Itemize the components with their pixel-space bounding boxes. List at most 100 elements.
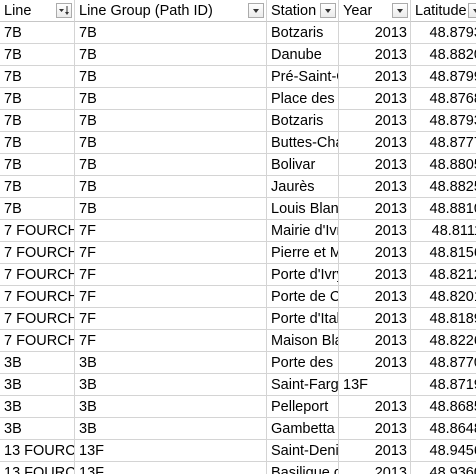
column-header-station[interactable]: Station [267, 0, 339, 22]
cell-station[interactable]: Danube [267, 44, 339, 66]
cell-line[interactable]: 7B [0, 176, 75, 198]
cell-line[interactable]: 7B [0, 198, 75, 220]
cell-latitude[interactable]: 48.87934 [411, 22, 476, 44]
cell-line-group[interactable]: 13F [75, 462, 267, 474]
cell-station[interactable]: Porte de Choisy [267, 286, 339, 308]
cell-line[interactable]: 3B [0, 352, 75, 374]
cell-line-group[interactable]: 7F [75, 220, 267, 242]
cell-year[interactable]: 2013 [339, 462, 411, 474]
cell-latitude[interactable]: 48.81118 [411, 220, 476, 242]
cell-year[interactable]: 2013 [339, 198, 411, 220]
cell-latitude[interactable]: 48.81568 [411, 242, 476, 264]
cell-line-group[interactable]: 7B [75, 88, 267, 110]
cell-latitude[interactable]: 48.87682 [411, 88, 476, 110]
cell-line[interactable]: 7 FOURCHE [0, 264, 75, 286]
cell-year[interactable]: 2013 [339, 132, 411, 154]
cell-latitude[interactable]: 48.87707 [411, 352, 476, 374]
cell-latitude[interactable]: 48.88103 [411, 198, 476, 220]
column-header-latitude[interactable]: Latitude [411, 0, 476, 22]
cell-line[interactable]: 7 FOURCHE [0, 308, 75, 330]
cell-year[interactable]: 2013 [339, 66, 411, 88]
cell-year[interactable]: 2013 [339, 308, 411, 330]
cell-year[interactable]: 2013 [339, 286, 411, 308]
cell-latitude[interactable]: 48.86852 [411, 396, 476, 418]
cell-station[interactable]: Bolivar [267, 154, 339, 176]
cell-station[interactable]: Gambetta [267, 418, 339, 440]
cell-line[interactable]: 7B [0, 110, 75, 132]
cell-station[interactable]: Basilique de Saint-Denis [267, 462, 339, 474]
cell-line-group[interactable]: 3B [75, 374, 267, 396]
cell-latitude[interactable]: 48.82015 [411, 286, 476, 308]
cell-station[interactable]: Saint-Fargeau [267, 374, 339, 396]
cell-year[interactable]: 13F [339, 374, 411, 396]
cell-line-group[interactable]: 7F [75, 242, 267, 264]
cell-latitude[interactable]: 48.88254 [411, 176, 476, 198]
cell-year[interactable]: 2013 [339, 176, 411, 198]
cell-line[interactable]: 7 FOURCHE [0, 286, 75, 308]
cell-latitude[interactable]: 48.87195 [411, 374, 476, 396]
cell-latitude[interactable]: 48.94567 [411, 440, 476, 462]
cell-year[interactable]: 2013 [339, 154, 411, 176]
cell-year[interactable]: 2013 [339, 22, 411, 44]
cell-line-group[interactable]: 7B [75, 44, 267, 66]
cell-line[interactable]: 7 FOURCHE [0, 220, 75, 242]
cell-line[interactable]: 3B [0, 418, 75, 440]
cell-line[interactable]: 7B [0, 88, 75, 110]
column-header-year[interactable]: Year [339, 0, 411, 22]
cell-year[interactable]: 2013 [339, 88, 411, 110]
cell-line-group[interactable]: 3B [75, 352, 267, 374]
cell-station[interactable]: Saint-Denis [267, 440, 339, 462]
cell-station[interactable]: Botzaris [267, 22, 339, 44]
cell-line-group[interactable]: 7F [75, 330, 267, 352]
cell-line-group[interactable]: 7B [75, 66, 267, 88]
cell-station[interactable]: Place des Fêtes [267, 88, 339, 110]
cell-line-group[interactable]: 3B [75, 396, 267, 418]
dropdown-arrow-icon[interactable] [392, 3, 408, 18]
cell-line-group[interactable]: 7B [75, 22, 267, 44]
cell-latitude[interactable]: 48.87934 [411, 110, 476, 132]
dropdown-arrow-icon[interactable] [248, 3, 264, 18]
cell-station[interactable]: Maison Blanche [267, 330, 339, 352]
cell-latitude[interactable]: 48.86483 [411, 418, 476, 440]
cell-line-group[interactable]: 7B [75, 176, 267, 198]
cell-station[interactable]: Porte d'Italie [267, 308, 339, 330]
cell-latitude[interactable]: 48.88058 [411, 154, 476, 176]
cell-line-group[interactable]: 7F [75, 286, 267, 308]
column-header-line[interactable]: Line [0, 0, 75, 22]
cell-station[interactable]: Pierre et Marie Curie [267, 242, 339, 264]
cell-station[interactable]: Pré-Saint-Gervais [267, 66, 339, 88]
cell-latitude[interactable]: 48.87778 [411, 132, 476, 154]
cell-year[interactable]: 2013 [339, 44, 411, 66]
cell-year[interactable]: 2013 [339, 418, 411, 440]
cell-line-group[interactable]: 7B [75, 132, 267, 154]
cell-line[interactable]: 7B [0, 44, 75, 66]
dropdown-arrow-icon[interactable] [320, 3, 336, 18]
cell-line-group[interactable]: 7F [75, 308, 267, 330]
cell-station[interactable]: Mairie d'Ivry [267, 220, 339, 242]
cell-latitude[interactable]: 48.93600 [411, 462, 476, 474]
cell-station[interactable]: Porte des Lilas [267, 352, 339, 374]
cell-latitude[interactable]: 48.81893 [411, 308, 476, 330]
cell-year[interactable]: 2013 [339, 110, 411, 132]
cell-line[interactable]: 13 FOURCHE [0, 462, 75, 474]
cell-station[interactable]: Louis Blanc [267, 198, 339, 220]
cell-line[interactable]: 7 FOURCHE [0, 242, 75, 264]
cell-line-group[interactable]: 7F [75, 264, 267, 286]
sort-ascending-filter-icon[interactable] [56, 3, 72, 18]
cell-year[interactable]: 2013 [339, 440, 411, 462]
column-header-line-group[interactable]: Line Group (Path ID) [75, 0, 267, 22]
cell-line-group[interactable]: 7B [75, 110, 267, 132]
cell-year[interactable]: 2013 [339, 352, 411, 374]
cell-line[interactable]: 7B [0, 66, 75, 88]
cell-latitude[interactable]: 48.87993 [411, 66, 476, 88]
cell-line-group[interactable]: 13F [75, 440, 267, 462]
cell-line[interactable]: 3B [0, 374, 75, 396]
cell-latitude[interactable]: 48.82127 [411, 264, 476, 286]
cell-line[interactable]: 13 FOURCHE [0, 440, 75, 462]
cell-line[interactable]: 7 FOURCHE [0, 330, 75, 352]
cell-line[interactable]: 7B [0, 154, 75, 176]
cell-year[interactable]: 2013 [339, 264, 411, 286]
cell-station[interactable]: Porte d'Ivry [267, 264, 339, 286]
cell-station[interactable]: Jaurès [267, 176, 339, 198]
cell-year[interactable]: 2013 [339, 330, 411, 352]
